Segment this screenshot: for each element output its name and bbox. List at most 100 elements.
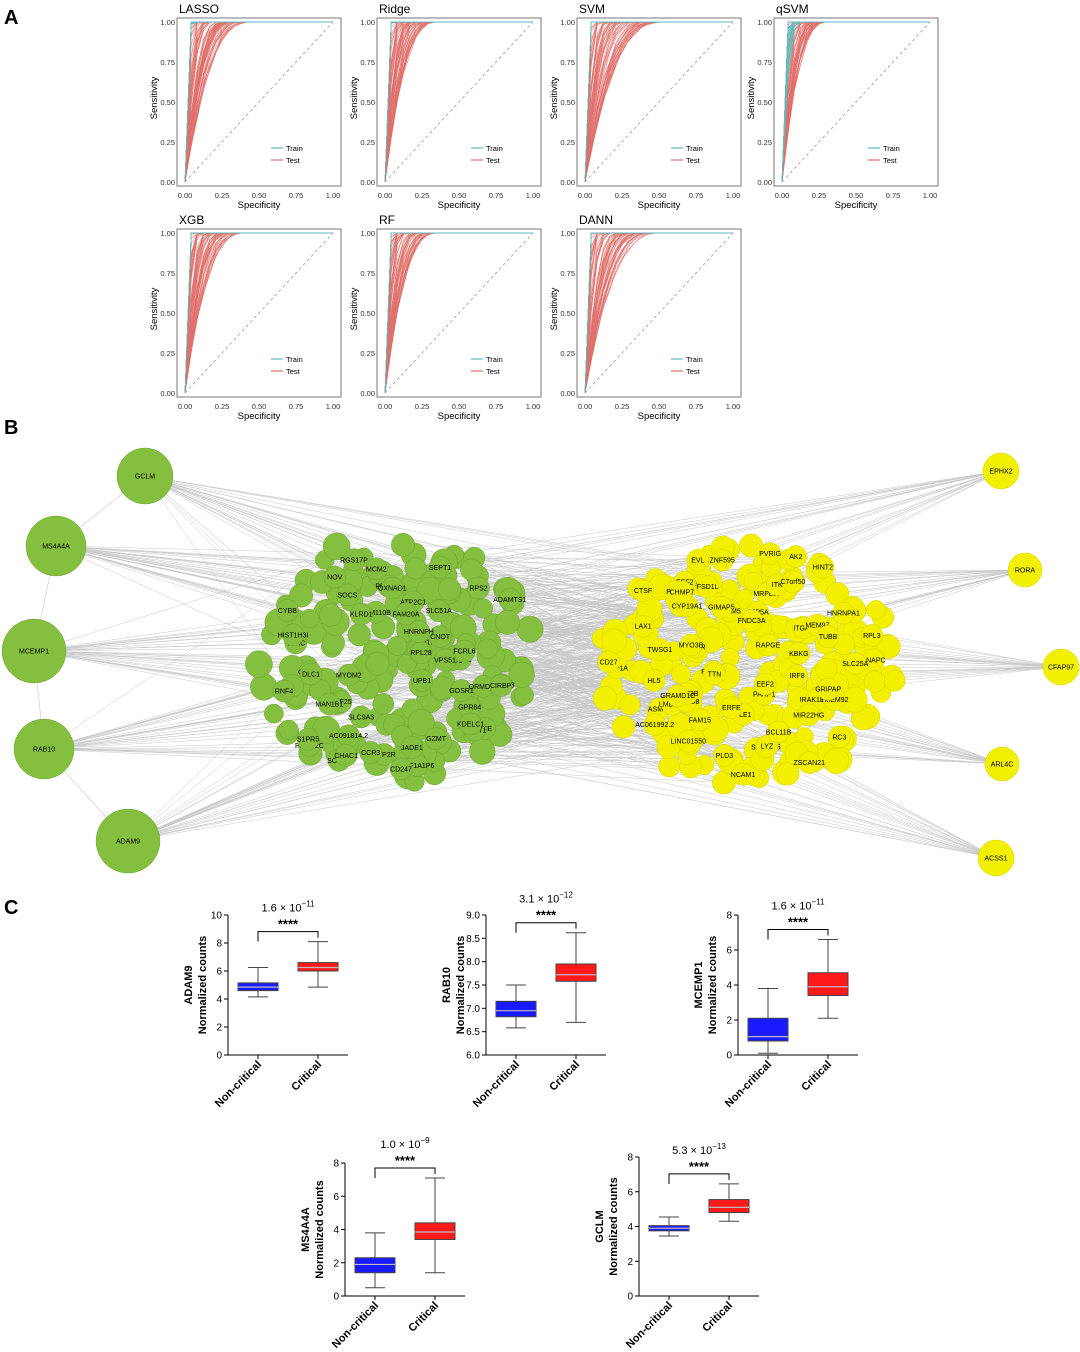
network-node [387, 635, 408, 656]
network-node [342, 548, 366, 572]
node-label: GPR84 [458, 705, 481, 712]
node-label: ORMDL3 [469, 684, 498, 691]
network-edge [504, 588, 997, 859]
network-node [720, 696, 743, 719]
y-axis-label: Sensitivity [549, 287, 560, 330]
network-node [365, 557, 388, 581]
significance-bracket [767, 929, 829, 940]
network-nodes: NLRP2CD177ATP2C1UPB1FAM110BCYBBADAMTS1EE… [1, 447, 1080, 877]
p-value: 3.1 × 10−12 [519, 891, 573, 906]
network-node [299, 662, 323, 686]
network-node [592, 686, 618, 711]
y-axis-unit-label: Normalized counts [608, 1177, 620, 1275]
roc-train-curve [584, 232, 733, 394]
node-label: MCEMP1 [19, 649, 49, 656]
node-label: TMEM92 [820, 697, 849, 704]
node-label: CIRBP [490, 683, 512, 690]
boxplot-gclm: 0 2 4 6 8 GCLM Normalized counts Non-critical Cr… [594, 1142, 759, 1351]
node-label: AK2 [789, 554, 802, 561]
roc-train-curve [781, 21, 930, 183]
node-label: FAM20A [393, 611, 420, 618]
node-label: FAM15 [689, 717, 711, 724]
legend-label: Test [686, 367, 701, 376]
network-node [611, 715, 635, 739]
y-tick-label: 0.75 [560, 58, 575, 67]
category-label: Non-critical [330, 1300, 381, 1351]
x-tick-label: 0.25 [215, 402, 230, 411]
network-node [642, 669, 666, 692]
node-label: TWSG1 [647, 647, 672, 654]
network-node [467, 576, 490, 600]
node-label: MYOM2 [336, 673, 362, 680]
node-label: CD27 [600, 659, 618, 666]
network-edge [33, 650, 671, 748]
x-tick-label: 0.75 [886, 191, 901, 200]
network-node [323, 565, 346, 589]
node-label: PVRIG [759, 551, 781, 558]
network-node [866, 600, 886, 620]
roc-title: LASSO [179, 2, 219, 16]
network-edge [144, 475, 750, 577]
network-node [686, 548, 710, 572]
legend-label: Test [686, 156, 701, 165]
network-node [289, 583, 313, 608]
network-edge [127, 718, 863, 842]
y-tick-label: 7.0 [466, 1004, 480, 1015]
x-tick-label: 0.25 [215, 191, 230, 200]
network-node [318, 692, 341, 716]
network-node [495, 609, 520, 635]
y-tick-label: 0.50 [160, 309, 175, 318]
y-tick-label: 4 [726, 981, 732, 992]
network-node [322, 532, 351, 561]
y-tick-label: 0.00 [360, 178, 375, 187]
y-axis-label: Sensitivity [746, 76, 757, 119]
y-tick-label: 0.75 [560, 269, 575, 278]
y-tick-label: 0.75 [160, 269, 175, 278]
network-edge [477, 575, 1003, 765]
node-label: SOCS [337, 592, 357, 599]
node-label: ADAMTS1 [493, 597, 526, 604]
x-tick-label: 0.00 [578, 402, 593, 411]
x-tick-label: 0.50 [452, 191, 467, 200]
x-tick-label: 0.00 [578, 191, 593, 200]
network-node [477, 638, 498, 659]
network-node [404, 557, 427, 580]
network-edge [437, 731, 997, 859]
network-node [785, 664, 809, 687]
node-label: S1PR5 [297, 737, 319, 744]
roc-title: Ridge [379, 2, 411, 16]
node-label: RNF4 [275, 689, 293, 696]
network-node [688, 708, 712, 732]
node-label: ITK [772, 582, 783, 589]
node-label: NCAM1 [731, 772, 756, 779]
x-tick-label: 0.25 [615, 402, 630, 411]
y-tick-label: 0 [216, 1051, 222, 1062]
network-edge [482, 751, 997, 859]
network-node [671, 664, 692, 685]
network-node [469, 738, 496, 765]
y-tick-label: 0.25 [757, 138, 772, 147]
roc-subplot-dann: DANN 0.000.00 0.25 0.25 0.50 0.50 0.75 0.75 1.00… [549, 213, 742, 422]
boxplot-mcemp1: 0 2 4 6 8 MCEMP1 Normalized counts Non-critical… [693, 898, 858, 1110]
network-node [776, 762, 800, 786]
network-node [473, 598, 493, 619]
node-label: KBKG [789, 651, 808, 658]
legend-label: Train [486, 144, 503, 153]
node-label: RORA [1015, 568, 1036, 575]
x-tick-label: 1.00 [326, 191, 341, 200]
network-node [876, 634, 901, 659]
network-node [643, 713, 666, 736]
network-node [116, 447, 174, 505]
node-label: EEF2 [756, 682, 774, 689]
x-tick-label: 0.75 [689, 191, 704, 200]
node-label: PLD3 [716, 753, 734, 760]
significance-stars: **** [536, 908, 557, 923]
node-label: CYBB [278, 608, 297, 615]
network-node [619, 694, 641, 716]
y-tick-label: 0.50 [360, 98, 375, 107]
network-node [428, 556, 452, 579]
box-iqr [354, 1257, 396, 1274]
x-axis-label: Specificity [438, 411, 481, 422]
x-tick-label: 1.00 [726, 191, 741, 200]
node-label: ATP2C1 [400, 599, 426, 606]
